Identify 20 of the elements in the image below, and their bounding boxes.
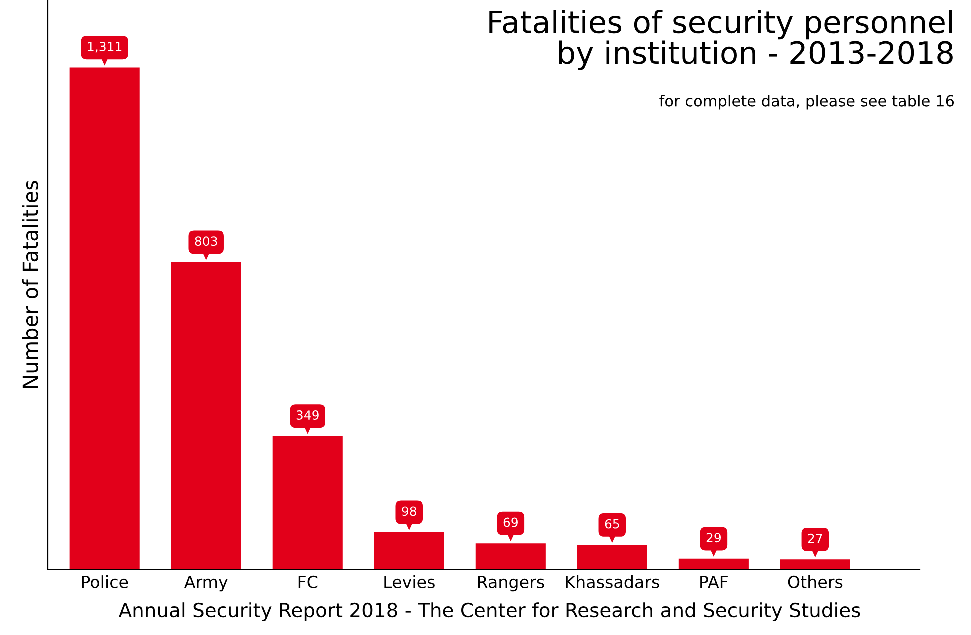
x-tick-label: Rangers: [478, 576, 544, 592]
text: Annual Security Report 2018 - The Center for Research and Security Studies: [118, 602, 860, 622]
data-label: 27: [808, 534, 822, 544]
x-tick-label: FC: [298, 576, 318, 588]
x-tick-label: Army: [184, 576, 228, 592]
data-label: 69: [504, 518, 518, 528]
data-label: 803: [195, 236, 218, 246]
text: for complete data, please see table 16: [660, 95, 954, 110]
x-tick-label: Others: [788, 576, 843, 588]
x-tick-label: Police: [82, 576, 128, 588]
chart-title: Fatalities of security personnel by institution - 2013-2018: [490, 10, 953, 70]
data-label: 65: [605, 519, 620, 529]
x-tick-label: PAF: [700, 576, 728, 588]
x-tick-label: Levies: [384, 576, 435, 588]
data-label: 98: [402, 506, 416, 516]
y-axis-title: Number of Fatalities: [22, 181, 38, 388]
data-label: 1,311: [88, 42, 122, 53]
x-tick-label: Khassadars: [566, 576, 660, 588]
data-label: 349: [296, 410, 319, 420]
data-label: 29: [706, 533, 721, 543]
